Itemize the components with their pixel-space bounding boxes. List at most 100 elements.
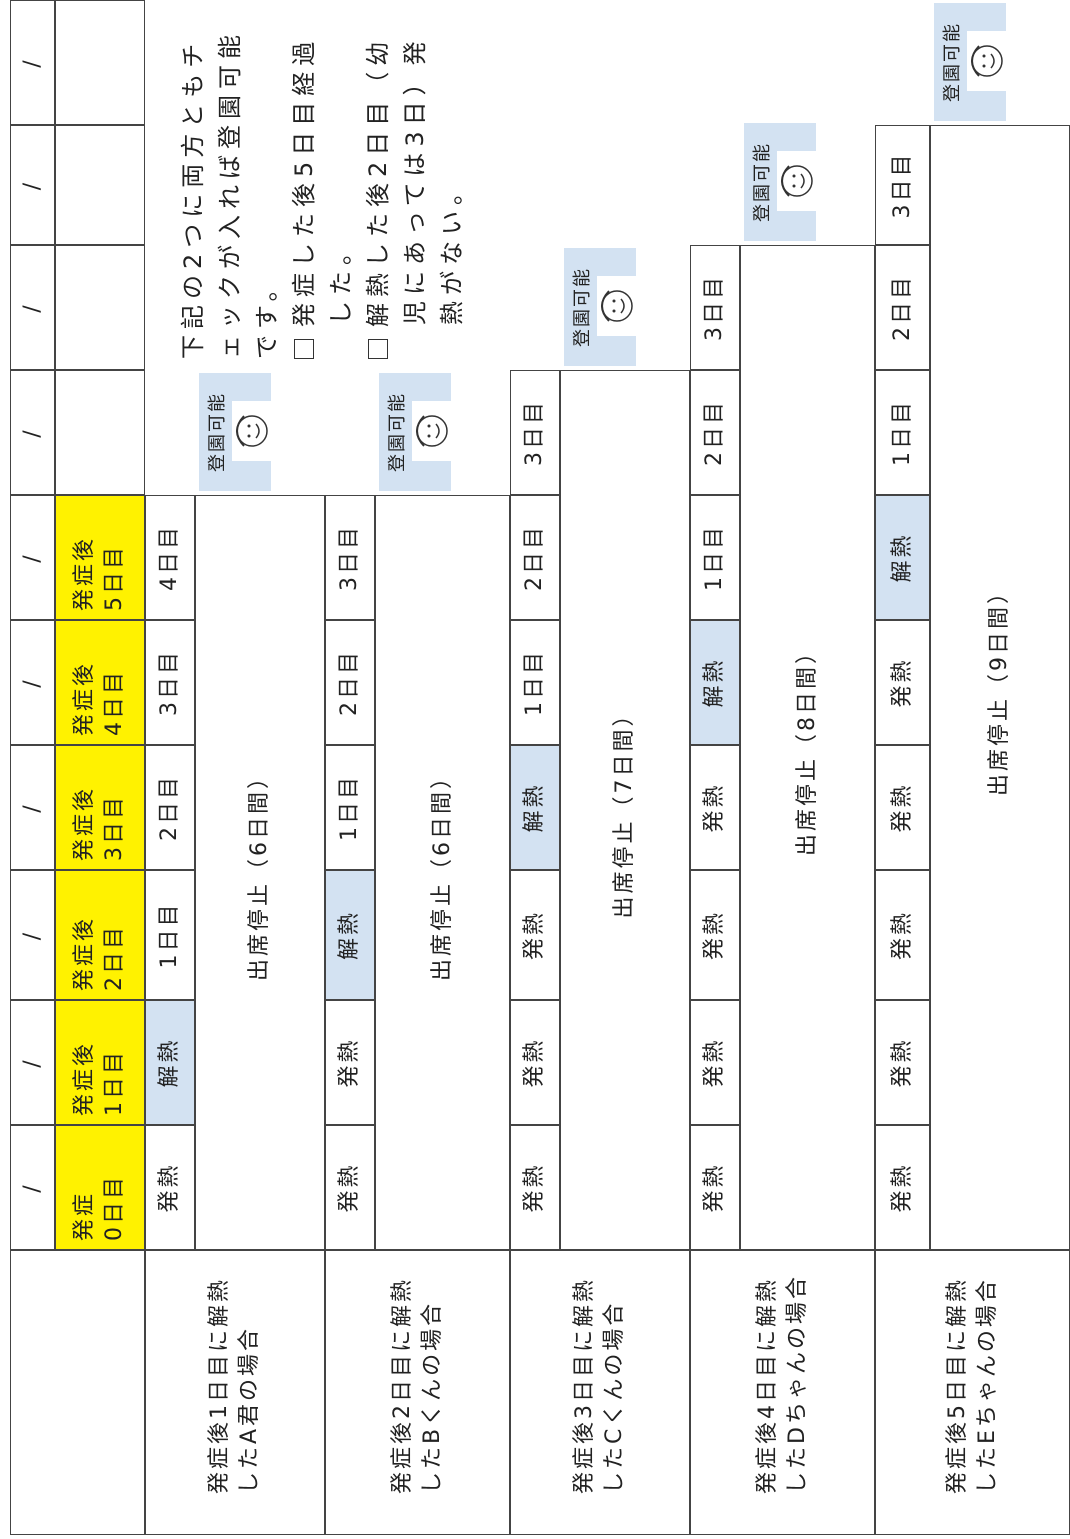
date-cell: /: [10, 1125, 55, 1250]
day-cell: 解熱: [510, 745, 560, 870]
day-cell: 発熱: [875, 620, 930, 745]
day-text: 2日目: [157, 774, 183, 841]
day-text: 発熱: [337, 1162, 363, 1213]
day-cell: 1日目: [325, 745, 375, 870]
date-cell: /: [10, 495, 55, 620]
day-header: 発症 0日目: [55, 1125, 145, 1250]
date-cell: /: [10, 125, 55, 245]
day-cell: 発熱: [875, 1125, 930, 1250]
ok-text: 登園可能: [942, 22, 963, 102]
day-cell: 1日目: [690, 495, 740, 620]
day-text: 1日目: [522, 649, 548, 716]
date: /: [19, 1182, 45, 1193]
day-text: 発熱: [157, 1162, 183, 1213]
day-cell: 2日目: [690, 370, 740, 495]
case-label-line: したCくんの場合: [602, 1300, 627, 1494]
day-text: 1日目: [702, 524, 728, 591]
case-label: 発症後4日目に解熱 したDちゃんの場合: [690, 1250, 875, 1535]
day-cell: 4日目: [145, 495, 195, 620]
face-icon: [777, 151, 817, 211]
date-cell: /: [10, 745, 55, 870]
day-cell: 発熱: [510, 1125, 560, 1250]
ok-label: 登園可能: [934, 3, 968, 121]
day-header-text: 1日目: [102, 1049, 127, 1116]
day-text: 2日目: [702, 399, 728, 466]
day-cell: 発熱: [690, 1000, 740, 1125]
note-item: 発症した後5日目経過した。: [286, 9, 360, 359]
date: /: [19, 302, 45, 313]
day-text: 1日目: [889, 399, 915, 466]
date: /: [19, 802, 45, 813]
day-cell: 発熱: [690, 870, 740, 1000]
date: /: [19, 677, 45, 688]
case-label: 発症後5日目に解熱 したEちゃんの場合: [875, 1250, 1070, 1535]
face-icon: [412, 401, 452, 461]
ok-text: 登園可能: [207, 392, 228, 472]
day-header-text: 3日目: [102, 794, 127, 861]
day-cell: 発熱: [875, 745, 930, 870]
case-label-line: 発症後4日目に解熱: [754, 1277, 780, 1494]
day-header: [55, 0, 145, 125]
day-cell: 3日目: [875, 125, 930, 245]
day-text: 発熱: [702, 1037, 728, 1088]
checkbox: [294, 339, 314, 359]
ok-box: 登園可能: [934, 3, 1007, 121]
day-header: [55, 125, 145, 245]
date: /: [19, 427, 45, 438]
date-cell: /: [10, 870, 55, 1000]
day-text: 3日目: [889, 151, 915, 219]
day-cell: 2日目: [875, 245, 930, 370]
day-text: 4日目: [157, 524, 183, 591]
day-text: 2日目: [522, 524, 548, 591]
ok-label: 登園可能: [744, 123, 778, 241]
day-header-text: 発症後: [72, 915, 98, 991]
day-header: 発症後 5日目: [55, 495, 145, 620]
case-label-line: 発症後3日目に解熱: [572, 1277, 598, 1494]
ok-box: 登園可能: [564, 248, 637, 366]
day-header-text: 発症: [72, 1190, 98, 1241]
face-icon: [597, 276, 637, 336]
day-cell: 発熱: [875, 870, 930, 1000]
face-icon: [232, 401, 272, 461]
day-text: 1日目: [337, 774, 363, 841]
day-cell: 1日目: [145, 870, 195, 1000]
day-text: 発熱: [889, 1037, 915, 1088]
day-cell: 3日目: [325, 495, 375, 620]
day-cell: 解熱: [325, 870, 375, 1000]
case-label-line: したA君の場合: [237, 1325, 262, 1494]
case-label-line: 発症後2日目に解熱: [389, 1277, 415, 1494]
day-text: 発熱: [337, 1037, 363, 1088]
case-label-line: したEちゃんの場合: [974, 1277, 1000, 1494]
day-text: 解熱: [337, 910, 363, 961]
day-text: 2日目: [337, 649, 363, 716]
day-header: 発症後 3日目: [55, 745, 145, 870]
stop-cell: 出席停止（6日間）: [375, 495, 510, 1250]
day-cell: 発熱: [875, 1000, 930, 1125]
day-header: [55, 370, 145, 495]
stop-text: 出席停止（7日間）: [612, 701, 638, 919]
day-header: 発症後 1日目: [55, 1000, 145, 1125]
note-item-text: 解熱した後2日目（幼児にあっては3日）発熱がない。: [364, 35, 466, 327]
day-cell: 2日目: [510, 495, 560, 620]
date: /: [19, 1057, 45, 1068]
day-text: 発熱: [889, 910, 915, 961]
day-cell: 解熱: [690, 620, 740, 745]
note: 下記の2つに両方ともチェックが入れば登園可能です。 発症した後5日目経過した。 解熱…: [175, 9, 471, 359]
date-cell: /: [10, 370, 55, 495]
checkbox: [368, 339, 388, 359]
day-text: 3日目: [522, 399, 548, 466]
day-header-text: 発症後: [72, 1040, 98, 1116]
date-cell: /: [10, 620, 55, 745]
day-cell: 発熱: [690, 1125, 740, 1250]
ok-label: 登園可能: [199, 373, 233, 491]
ok-label: 登園可能: [564, 248, 598, 366]
day-header: [55, 245, 145, 370]
day-text: 解熱: [889, 532, 915, 583]
day-header-text: 発症後: [72, 660, 98, 736]
date-cell: /: [10, 0, 55, 125]
day-text: 3日目: [157, 649, 183, 716]
case-label-line: 発症後5日目に解熱: [944, 1277, 970, 1494]
day-header-text: 発症後: [72, 785, 98, 861]
